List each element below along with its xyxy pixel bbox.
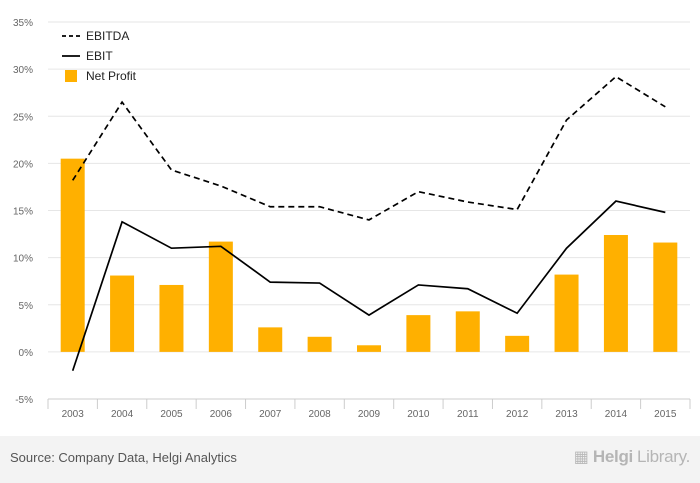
legend-swatch-net-profit [65, 70, 77, 82]
y-tick-label: 30% [13, 65, 33, 76]
net-profit-bar [505, 335, 530, 352]
ebit-line [71, 200, 666, 371]
net-profit-bar [307, 336, 332, 352]
x-tick-label: 2015 [654, 409, 677, 420]
brand-name-rest: Library. [636, 447, 690, 466]
x-tick-label: 2011 [457, 409, 479, 420]
source-note: Source: Company Data, Helgi Analytics [10, 450, 237, 465]
y-tick-label: 25% [13, 112, 33, 123]
y-tick-label: 15% [13, 207, 33, 218]
chart-canvas: -5% 0% 5% 10% 15% 20% 25% 30% 35% 2003 2004 2005 200… [13, 18, 691, 420]
net-profit-bar [60, 158, 85, 352]
x-tick-label: 2004 [111, 409, 134, 420]
x-tick-label: 2007 [259, 409, 282, 420]
y-tick-label: 35% [13, 18, 33, 29]
legend-label: Net Profit [86, 69, 137, 83]
x-tick-label: 2010 [407, 409, 430, 420]
x-tick-label: 2005 [160, 409, 183, 420]
helgi-logo-icon: ▦ [573, 449, 589, 466]
y-tick-label: -5% [15, 395, 33, 406]
x-tick-label: 2003 [62, 409, 85, 420]
net-profit-bar [258, 327, 283, 352]
net-profit-bar [455, 311, 480, 352]
footer-bar [0, 436, 700, 483]
x-tick-label: 2014 [605, 409, 628, 420]
y-tick-label: 5% [19, 301, 34, 312]
net-profit-bar [357, 345, 381, 352]
x-tick-label: 2008 [308, 409, 331, 420]
net-profit-bar [110, 275, 135, 352]
legend-label: EBIT [86, 49, 113, 63]
net-profit-bar [159, 284, 184, 352]
x-tick-label: 2009 [358, 409, 381, 420]
x-tick-label: 2006 [210, 409, 233, 420]
net-profit-bar [208, 241, 233, 352]
net-profit-bar [554, 274, 579, 352]
x-tick-label: 2013 [555, 409, 578, 420]
ebitda-line [71, 75, 666, 221]
brand-name-bold: Helgi [592, 447, 633, 466]
x-tick-label: 2012 [506, 409, 529, 420]
brand-logo[interactable]: ▦ Helgi Library. [573, 447, 691, 467]
y-tick-label: 0% [19, 348, 34, 359]
net-profit-bar [406, 315, 431, 352]
y-tick-label: 10% [13, 254, 33, 265]
net-profit-bar [603, 235, 628, 352]
legend-label: EBITDA [86, 29, 129, 43]
net-profit-bar [653, 242, 678, 352]
y-tick-label: 20% [13, 159, 33, 170]
